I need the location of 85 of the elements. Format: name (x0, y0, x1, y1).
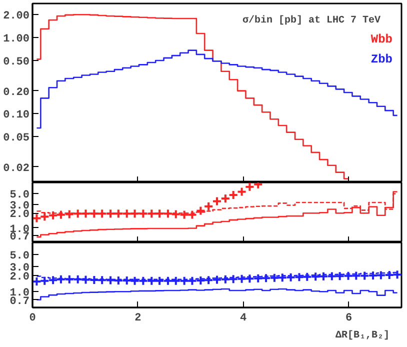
text: Zbb (370, 52, 393, 66)
point (80, 274, 91, 285)
x-tick-label: 4 (240, 312, 248, 324)
point (187, 276, 198, 286)
point (130, 208, 140, 219)
point (89, 208, 100, 219)
point (204, 275, 214, 286)
point (138, 276, 148, 286)
x-axis-title: ΔR[B₁,B₂] (335, 330, 390, 342)
point (64, 274, 74, 284)
point (179, 276, 190, 286)
y-tick-label: 5.0 (10, 250, 30, 263)
y-tick-label: 0.50 (3, 56, 30, 68)
point (269, 272, 280, 283)
point (302, 272, 312, 282)
point (236, 274, 247, 284)
point (294, 272, 304, 282)
point (277, 272, 288, 283)
point (220, 274, 230, 284)
point (130, 276, 140, 286)
point (384, 270, 394, 280)
point (146, 276, 157, 286)
point (64, 209, 74, 220)
y-tick-label: 0.20 (3, 86, 30, 99)
text: Wbb (370, 32, 393, 46)
point (351, 270, 362, 281)
point (368, 270, 378, 280)
point (32, 276, 42, 287)
point (56, 210, 66, 220)
point (154, 276, 165, 286)
point (72, 274, 83, 284)
y-tick-label: 0.05 (3, 132, 30, 145)
point (138, 208, 148, 219)
point (40, 276, 50, 286)
y-tick-label: 5.0 (10, 190, 30, 202)
x-tick-label: 0 (29, 312, 36, 324)
point (48, 275, 58, 286)
point (122, 208, 132, 219)
point (310, 272, 321, 282)
point (89, 274, 100, 285)
point (170, 276, 181, 286)
point (162, 276, 173, 286)
y-tick-label: 0.02 (3, 162, 30, 175)
point (162, 208, 173, 219)
point (253, 273, 264, 284)
point (106, 208, 116, 219)
point (40, 212, 50, 222)
y-tick-label: 0.10 (3, 110, 30, 122)
point (113, 276, 124, 286)
y-tick-label: 2.0 (10, 272, 30, 284)
point (154, 208, 165, 219)
point (122, 276, 132, 286)
point (106, 275, 116, 286)
point (179, 210, 190, 220)
point (212, 196, 222, 206)
point (343, 270, 354, 281)
point (334, 271, 345, 282)
point (48, 210, 58, 220)
point (196, 276, 206, 286)
point (80, 208, 91, 219)
point (244, 274, 255, 284)
point (32, 213, 42, 224)
x-tick-label: 2 (134, 312, 142, 324)
point (170, 209, 181, 220)
point (97, 208, 108, 219)
point (187, 210, 198, 220)
point (113, 208, 124, 219)
point (261, 273, 272, 284)
point (286, 272, 296, 282)
point (97, 275, 108, 286)
point (56, 274, 66, 284)
point (72, 208, 83, 219)
y-tick-label: 0.7 (10, 231, 30, 244)
point (228, 274, 238, 284)
point (360, 270, 370, 281)
point (326, 271, 337, 282)
point (318, 271, 328, 282)
point (146, 208, 157, 219)
y-tick-label: 1.00 (3, 34, 30, 46)
x-tick-label: 6 (345, 312, 352, 324)
y-tick-label: 2.00 (3, 10, 30, 23)
point (212, 274, 222, 285)
point (392, 270, 402, 280)
text: σ/bin [pb] at LHC 7 TeV (242, 14, 381, 26)
point (376, 270, 386, 280)
